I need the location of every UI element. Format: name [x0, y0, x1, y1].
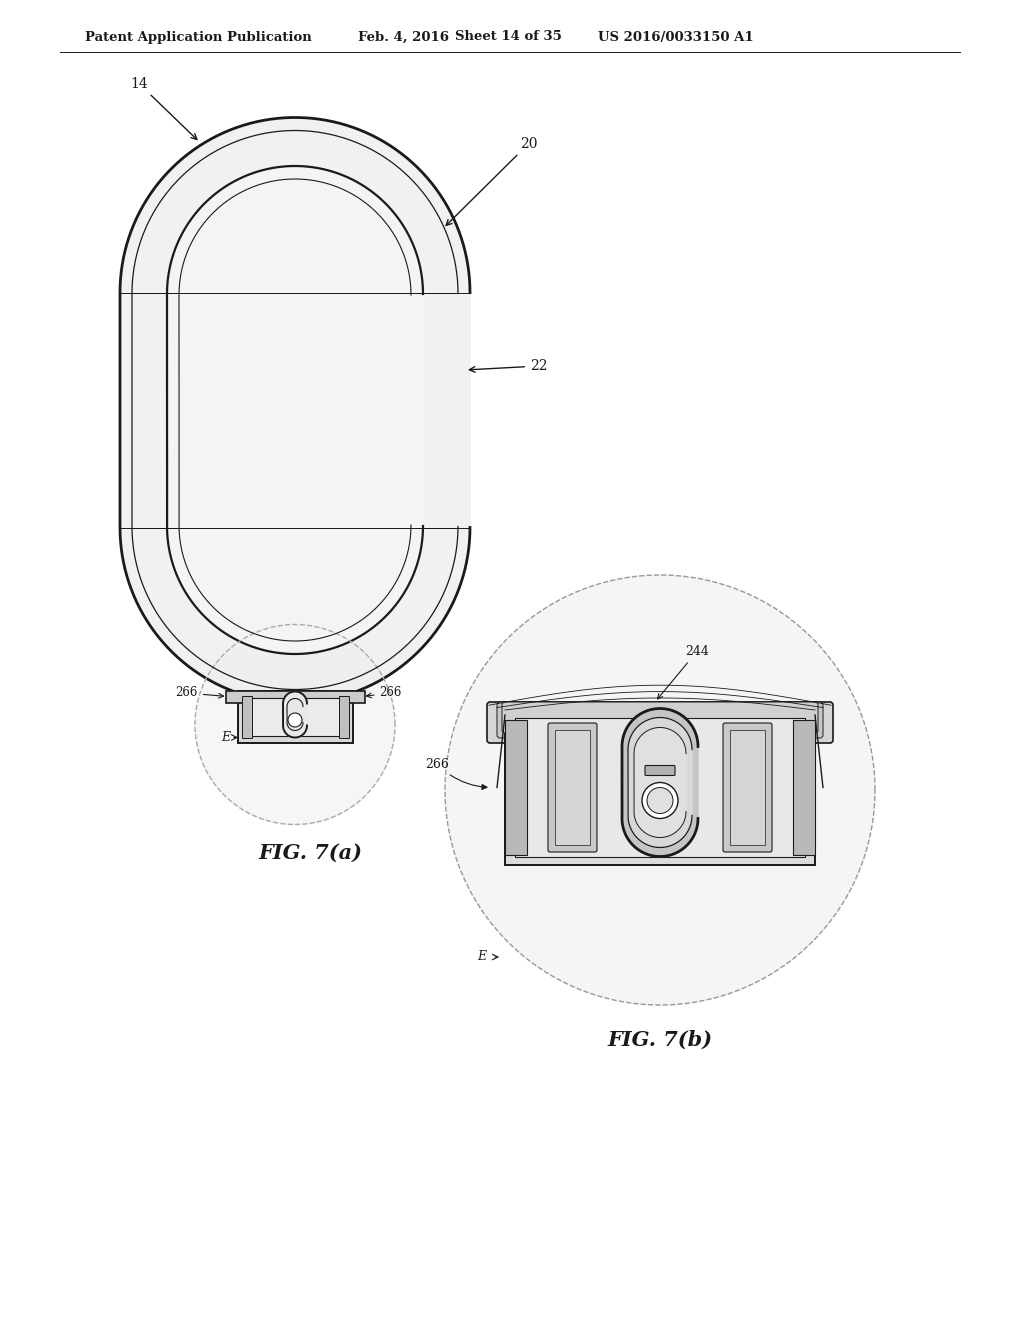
Polygon shape [628, 718, 692, 847]
Text: 246: 246 [748, 758, 771, 771]
FancyBboxPatch shape [548, 723, 597, 851]
FancyBboxPatch shape [339, 696, 348, 738]
FancyBboxPatch shape [555, 730, 590, 845]
Polygon shape [445, 576, 874, 1005]
Circle shape [642, 783, 678, 818]
Text: US 2016/0033150 A1: US 2016/0033150 A1 [598, 30, 754, 44]
Text: 244: 244 [263, 697, 290, 741]
Text: E: E [221, 731, 230, 744]
Text: Sheet 14 of 35: Sheet 14 of 35 [455, 30, 562, 44]
FancyBboxPatch shape [487, 702, 833, 743]
FancyBboxPatch shape [723, 723, 772, 851]
FancyBboxPatch shape [502, 702, 818, 733]
FancyBboxPatch shape [497, 702, 823, 738]
Text: 244: 244 [657, 645, 709, 698]
Text: Feb. 4, 2016: Feb. 4, 2016 [358, 30, 449, 44]
Text: 14: 14 [130, 77, 197, 140]
Text: 20: 20 [446, 136, 538, 226]
Text: FIG. 7(a): FIG. 7(a) [258, 842, 362, 862]
FancyBboxPatch shape [242, 696, 252, 738]
Text: 266: 266 [367, 686, 401, 700]
Polygon shape [120, 117, 470, 702]
Text: E: E [477, 950, 486, 964]
FancyBboxPatch shape [225, 690, 365, 702]
Polygon shape [622, 709, 698, 857]
Polygon shape [167, 166, 423, 653]
Text: FIG. 7(b): FIG. 7(b) [607, 1030, 713, 1049]
Text: 26: 26 [317, 729, 332, 742]
FancyBboxPatch shape [248, 697, 342, 735]
Text: 266: 266 [425, 758, 487, 789]
Text: 246: 246 [549, 758, 572, 771]
Text: 266: 266 [175, 686, 223, 700]
FancyBboxPatch shape [505, 710, 815, 865]
FancyBboxPatch shape [730, 730, 765, 845]
FancyBboxPatch shape [515, 718, 805, 857]
Polygon shape [634, 727, 686, 837]
Text: 26: 26 [572, 843, 588, 855]
Text: 242: 242 [677, 804, 738, 855]
Polygon shape [283, 692, 307, 738]
Text: 22: 22 [469, 359, 548, 374]
FancyBboxPatch shape [793, 719, 815, 855]
Circle shape [647, 788, 673, 813]
Text: Patent Application Publication: Patent Application Publication [85, 30, 311, 44]
Polygon shape [195, 624, 395, 825]
FancyBboxPatch shape [238, 690, 352, 742]
Circle shape [288, 713, 302, 727]
FancyBboxPatch shape [645, 766, 675, 776]
Text: 248: 248 [640, 789, 664, 858]
FancyBboxPatch shape [505, 719, 527, 855]
